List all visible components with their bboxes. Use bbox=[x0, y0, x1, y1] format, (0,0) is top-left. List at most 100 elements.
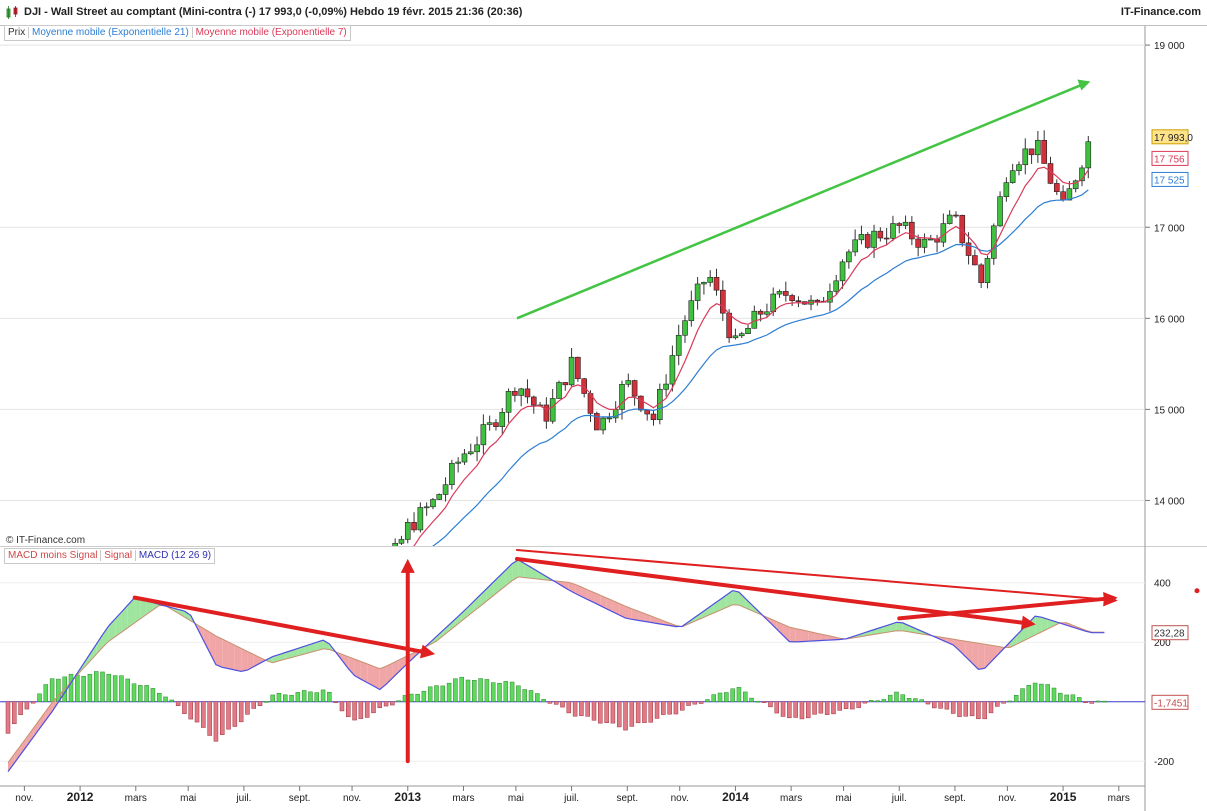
macd-arrow-line bbox=[897, 596, 1106, 621]
candle bbox=[455, 461, 461, 464]
histogram-bar bbox=[982, 701, 987, 720]
legend-macd[interactable]: MACD (12 26 9) bbox=[134, 550, 212, 561]
histogram-bar bbox=[749, 697, 754, 702]
histogram-bar bbox=[371, 701, 376, 714]
histogram-bar bbox=[219, 701, 225, 735]
candle bbox=[776, 291, 783, 295]
candle bbox=[972, 255, 978, 266]
histogram-bar bbox=[837, 701, 843, 711]
macd-arrow-head bbox=[1103, 591, 1118, 606]
legend-ema21[interactable]: Moyenne mobile (Exponentielle 21) bbox=[28, 27, 189, 38]
histogram-bar bbox=[516, 685, 521, 702]
diff-last-label: -1,7451 bbox=[1154, 698, 1188, 709]
histogram-bar bbox=[346, 701, 351, 717]
histogram-bar bbox=[396, 700, 401, 702]
histogram-bar bbox=[238, 701, 244, 723]
macd-fill bbox=[562, 581, 569, 590]
histogram-bar bbox=[270, 694, 275, 702]
x-tick-label: sept. bbox=[289, 793, 311, 804]
histogram-bar bbox=[824, 701, 830, 715]
histogram-bar bbox=[742, 691, 748, 702]
histogram-bar bbox=[881, 699, 887, 702]
histogram-bar bbox=[56, 678, 61, 702]
macd-fill bbox=[795, 628, 802, 642]
histogram-bar bbox=[207, 701, 212, 736]
histogram-bar bbox=[503, 681, 509, 702]
brand-label[interactable]: IT-Finance.com bbox=[1120, 6, 1201, 18]
macd-fill bbox=[959, 640, 966, 657]
histogram-bar bbox=[320, 689, 326, 702]
histogram-bar bbox=[226, 701, 231, 730]
histogram-bar bbox=[1083, 701, 1088, 703]
macd-fill bbox=[449, 618, 456, 632]
histogram-bar bbox=[490, 682, 496, 702]
macd-fill bbox=[203, 628, 210, 653]
histogram-bar bbox=[944, 701, 950, 710]
macd-fill bbox=[776, 621, 784, 636]
chart-title: DJI - Wall Street au comptant (Mini-cont… bbox=[24, 6, 523, 18]
x-tick-label: nov. bbox=[343, 793, 361, 804]
macd-fill bbox=[581, 587, 588, 600]
chart-header: DJI - Wall Street au comptant (Mini-cont… bbox=[0, 0, 1207, 26]
histogram-bar bbox=[409, 693, 414, 702]
histogram-bar bbox=[579, 701, 584, 716]
candle bbox=[852, 239, 858, 253]
candle bbox=[707, 276, 714, 283]
legend-macd-diff[interactable]: MACD moins Signal bbox=[8, 550, 98, 561]
histogram-bar bbox=[818, 701, 824, 714]
macd-fill bbox=[820, 634, 828, 641]
histogram-bar bbox=[169, 699, 175, 702]
macd-fill bbox=[348, 656, 355, 676]
candle bbox=[764, 311, 770, 315]
candle bbox=[505, 391, 512, 413]
candle bbox=[789, 295, 795, 302]
histogram-bar bbox=[131, 683, 137, 702]
macd-fill bbox=[524, 563, 532, 579]
histogram-bar bbox=[988, 701, 994, 714]
candle bbox=[720, 289, 726, 314]
price-legend: Prix Moyenne mobile (Exponentielle 21) M… bbox=[4, 25, 351, 41]
macd-chart[interactable]: 400 200 -200 232,28 -1,7451 nov. 2012 mars mai ju… bbox=[0, 546, 1207, 811]
histogram-bar bbox=[1039, 683, 1044, 702]
candle bbox=[625, 380, 632, 385]
macd-fill bbox=[455, 613, 462, 626]
histogram-bar bbox=[358, 701, 364, 719]
macd-fill bbox=[134, 598, 141, 624]
histogram-bar bbox=[150, 688, 156, 702]
histogram-bar bbox=[730, 688, 735, 702]
candle bbox=[568, 356, 575, 386]
macd-arrow-head bbox=[400, 558, 415, 573]
histogram-bar bbox=[201, 701, 206, 728]
macd-fill bbox=[518, 559, 525, 578]
macd-line bbox=[7, 559, 1105, 772]
histogram-bar bbox=[875, 700, 880, 702]
histogram-bar bbox=[717, 692, 723, 702]
candle bbox=[518, 388, 524, 396]
price-chart[interactable]: 19 000 17 000 16 000 15 000 14 000 17 993,0 17… bbox=[0, 26, 1207, 546]
histogram-bar bbox=[459, 676, 464, 702]
histogram-bar bbox=[264, 701, 269, 703]
candle bbox=[593, 413, 600, 431]
candle bbox=[480, 424, 487, 446]
histogram-bar bbox=[1070, 694, 1076, 702]
macd-fill bbox=[953, 639, 960, 651]
legend-signal[interactable]: Signal bbox=[100, 550, 133, 561]
histogram-bar bbox=[787, 701, 792, 719]
histogram-bar bbox=[37, 693, 42, 702]
histogram-bar bbox=[560, 701, 565, 708]
histogram-bar bbox=[799, 701, 805, 720]
x-tick-label: 2014 bbox=[722, 790, 749, 804]
histogram-bar bbox=[806, 701, 811, 719]
candle bbox=[512, 391, 518, 396]
legend-price[interactable]: Prix bbox=[8, 27, 26, 38]
x-tick-label: sept. bbox=[616, 793, 638, 804]
histogram-bar bbox=[585, 701, 590, 717]
legend-ema7[interactable]: Moyenne mobile (Exponentielle 7) bbox=[191, 27, 347, 38]
histogram-bar bbox=[856, 701, 861, 708]
macd-fill bbox=[619, 603, 626, 619]
histogram-bar bbox=[427, 686, 433, 702]
histogram-bar bbox=[963, 701, 969, 717]
macd-fill bbox=[178, 609, 185, 617]
candle bbox=[902, 221, 909, 226]
histogram-bar bbox=[295, 692, 301, 702]
